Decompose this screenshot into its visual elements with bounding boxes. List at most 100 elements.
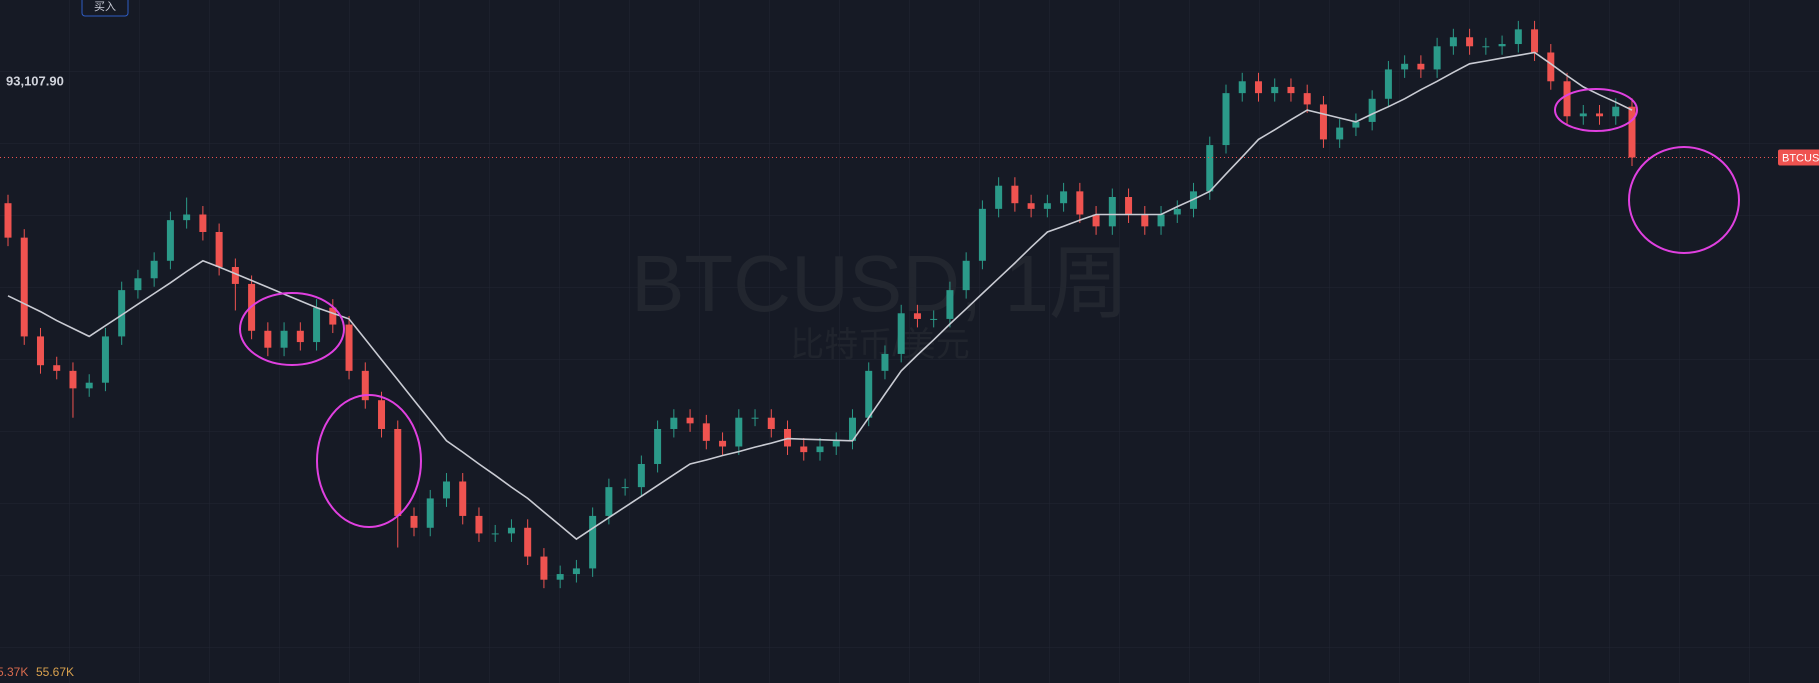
- candle-body: [134, 278, 142, 291]
- candle-body: [702, 423, 710, 441]
- watermark: BTCUSD, 1周: [631, 239, 1129, 328]
- candle-body: [1514, 29, 1522, 45]
- circle-annotation: [1554, 88, 1638, 132]
- candle-body: [475, 515, 483, 534]
- candle-body: [1060, 191, 1068, 204]
- candle-body: [1271, 86, 1279, 94]
- candle-body: [978, 208, 986, 261]
- candle-body: [1466, 37, 1474, 47]
- candle-body: [897, 313, 905, 354]
- candle-body: [784, 428, 792, 447]
- candle-body: [540, 556, 548, 580]
- candle-body: [751, 417, 759, 419]
- buy-label[interactable]: 买入: [94, 0, 116, 13]
- candle-body: [832, 440, 840, 447]
- candle-body: [1563, 81, 1571, 117]
- candle-body: [280, 330, 288, 348]
- candle-body: [459, 481, 467, 516]
- candle-body: [264, 330, 272, 348]
- candle-body: [930, 318, 938, 320]
- candle-body: [296, 330, 304, 343]
- candle-body: [1384, 69, 1392, 99]
- candle-body: [53, 365, 61, 371]
- candle-body: [101, 336, 109, 383]
- candle-body: [1433, 46, 1441, 70]
- candle-body: [1628, 106, 1636, 158]
- candle-body: [605, 487, 613, 516]
- candle-body: [1336, 127, 1344, 140]
- candle-body: [507, 527, 515, 534]
- candle-body: [556, 574, 564, 580]
- candle-body: [670, 417, 678, 429]
- candle-body: [1108, 196, 1116, 227]
- candle-body: [313, 307, 321, 343]
- candle-body: [166, 220, 174, 261]
- candle-body: [1498, 44, 1506, 47]
- candle-body: [1449, 37, 1457, 47]
- candle-body: [1303, 93, 1311, 105]
- candle-body: [329, 307, 337, 325]
- candle-body: [69, 370, 77, 389]
- candle-body: [735, 417, 743, 447]
- candle-body: [1222, 93, 1230, 146]
- candle-body: [1043, 203, 1051, 209]
- candle-body: [1352, 121, 1360, 128]
- volume-readout: 5.37K: [0, 665, 28, 679]
- price-readout: 93,107.90: [6, 73, 64, 88]
- candle-body: [1596, 113, 1604, 117]
- candle-body: [1368, 98, 1376, 122]
- candle-body: [410, 515, 418, 528]
- candle-body: [1092, 214, 1100, 227]
- candle-body: [881, 353, 889, 371]
- buy-button[interactable]: [81, 0, 129, 17]
- candle-body: [442, 481, 450, 499]
- candle-body: [848, 417, 856, 441]
- candle-body: [995, 185, 1003, 209]
- symbol-tag: [1778, 149, 1819, 166]
- candle-body: [719, 440, 727, 447]
- candle-body: [491, 533, 499, 535]
- candle-body: [913, 313, 921, 319]
- candle-body: [378, 400, 386, 429]
- candle-body: [1319, 104, 1327, 140]
- candle-body: [1011, 185, 1019, 204]
- candle-body: [1076, 191, 1084, 215]
- candle-body: [686, 417, 694, 424]
- candle-body: [231, 266, 239, 284]
- candle-body: [1547, 52, 1555, 82]
- candle-body: [865, 370, 873, 418]
- candle-body: [1027, 203, 1035, 209]
- candle-body: [1612, 106, 1620, 117]
- candle-body: [361, 370, 369, 401]
- candle-body: [1579, 113, 1587, 117]
- candle-body: [1482, 46, 1490, 48]
- candle-body: [199, 214, 207, 232]
- candle-body: [816, 446, 824, 453]
- circle-annotation: [1628, 146, 1740, 254]
- candle-body: [1417, 63, 1425, 70]
- candle-body: [118, 290, 126, 337]
- candle-body: [345, 324, 353, 371]
- candle-body: [150, 260, 158, 279]
- annotations: [239, 88, 1740, 528]
- candle-body: [1157, 214, 1165, 227]
- candle-body: [183, 214, 191, 221]
- candle-body: [767, 417, 775, 429]
- candle-body: [800, 446, 808, 453]
- candle-body: [1254, 81, 1262, 94]
- candle-body: [1125, 196, 1133, 215]
- candle-body: [654, 428, 662, 464]
- volume-readout: 55.67K: [36, 665, 74, 679]
- candle-body: [621, 487, 629, 489]
- candle-body: [1238, 81, 1246, 94]
- candle-body: [637, 463, 645, 488]
- candle-body: [85, 382, 93, 389]
- plot: BTCUSD: [0, 20, 1819, 589]
- candle-body: [426, 498, 434, 528]
- symbol-label: BTCUSD: [1782, 152, 1819, 164]
- candle-body: [394, 428, 402, 516]
- candle-body: [1401, 63, 1409, 70]
- candle-body: [1173, 208, 1181, 215]
